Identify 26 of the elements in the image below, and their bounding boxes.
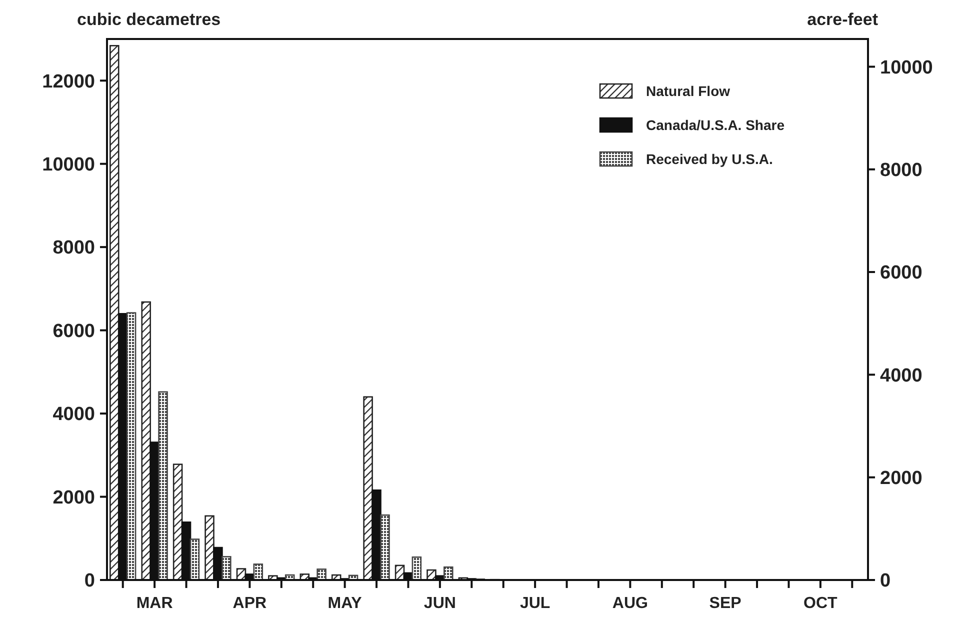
y-axis-title: cubic decametres [77, 10, 221, 29]
y-tick-label: 8000 [52, 238, 95, 259]
y2-axis-title: acre-feet [807, 10, 878, 29]
y-tick-label: 6000 [52, 320, 95, 342]
legend-label: Natural Flow [646, 82, 730, 99]
y-tick-label: 12000 [42, 71, 95, 92]
x-tick-label: APR [232, 595, 268, 612]
legend-label: Received by U.S.A. [646, 150, 773, 167]
y2-tick-label: 6000 [880, 262, 922, 284]
x-tick-label: OCT [804, 595, 838, 612]
y-tick-label: 2000 [52, 487, 95, 508]
x-tick-label: AUG [612, 595, 648, 612]
y2-tick-label: 0 [880, 570, 891, 592]
y2-tick-label: 2000 [880, 468, 922, 489]
y-tick-label: 4000 [52, 404, 95, 426]
x-tick-label: JUN [424, 595, 456, 612]
y-tick-label: 0 [84, 570, 95, 592]
legend-label: Canada/U.S.A. Share [646, 116, 785, 133]
x-tick-label: MAY [328, 595, 362, 612]
y2-tick-label: 4000 [880, 365, 922, 386]
x-tick-label: JUL [520, 595, 550, 612]
x-tick-label: MAR [136, 595, 174, 612]
y-tick-label: 10000 [42, 154, 95, 176]
y2-tick-label: 10000 [880, 57, 933, 78]
x-tick-label: SEP [709, 595, 742, 612]
y2-tick-label: 8000 [880, 160, 922, 182]
